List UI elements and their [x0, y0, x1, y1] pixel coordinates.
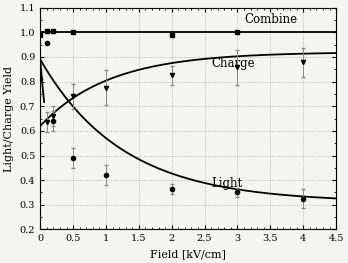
Text: Light: Light [211, 177, 242, 190]
Y-axis label: Light/Charge Yield: Light/Charge Yield [4, 65, 14, 171]
Text: Charge: Charge [211, 58, 255, 70]
X-axis label: Field [kV/cm]: Field [kV/cm] [150, 249, 226, 259]
Text: Combine: Combine [244, 13, 297, 26]
